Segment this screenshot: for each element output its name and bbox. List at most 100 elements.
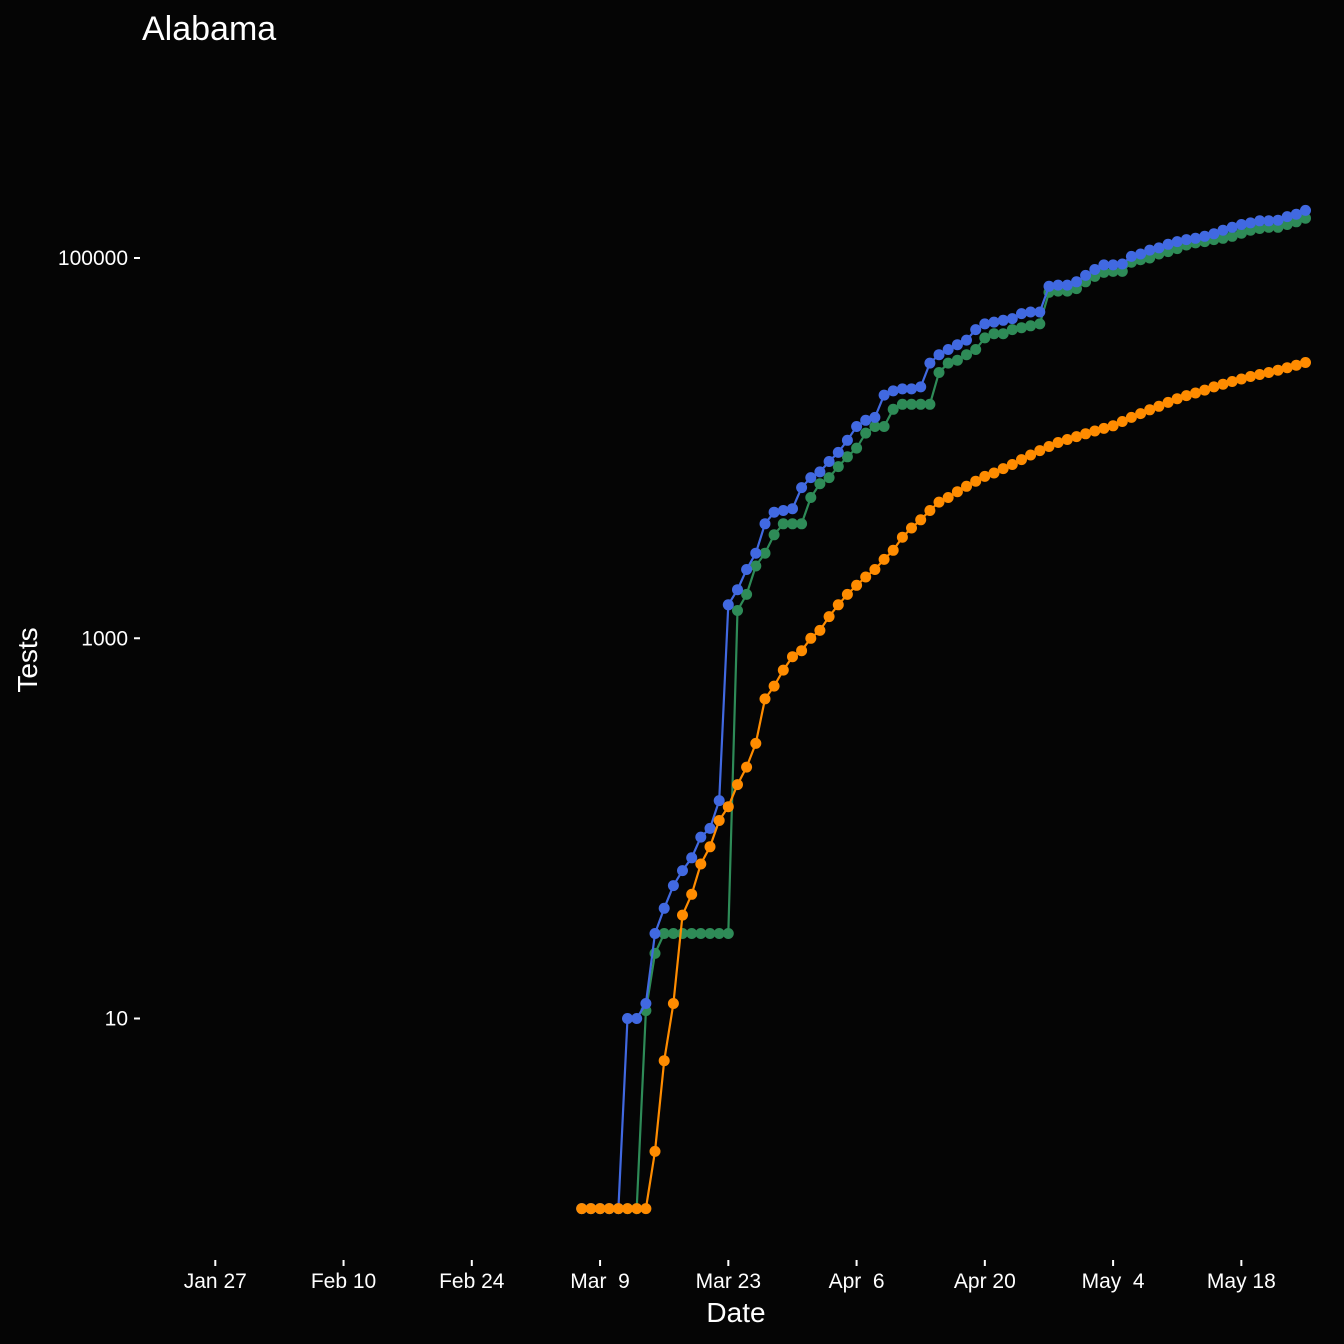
data-point bbox=[1089, 425, 1101, 437]
data-point bbox=[869, 411, 881, 423]
data-point bbox=[942, 492, 954, 503]
data-point bbox=[732, 779, 743, 791]
data-point bbox=[1226, 376, 1238, 387]
x-tick-label: Feb 10 bbox=[311, 1270, 376, 1293]
data-point bbox=[787, 518, 798, 530]
data-point bbox=[915, 398, 927, 410]
data-point bbox=[686, 852, 698, 864]
data-point bbox=[851, 421, 863, 432]
data-point bbox=[841, 451, 853, 463]
data-point bbox=[1006, 313, 1018, 325]
data-point bbox=[887, 544, 899, 556]
data-point bbox=[1125, 250, 1137, 262]
data-point bbox=[768, 529, 780, 541]
data-point bbox=[896, 531, 908, 543]
data-point bbox=[823, 472, 835, 484]
data-point bbox=[732, 605, 743, 616]
data-point bbox=[796, 645, 808, 657]
data-point bbox=[658, 902, 670, 914]
data-point bbox=[951, 486, 963, 498]
data-point bbox=[951, 354, 963, 366]
data-point bbox=[741, 564, 753, 575]
data-point bbox=[1025, 320, 1037, 332]
data-point bbox=[988, 316, 1000, 328]
data-point bbox=[979, 332, 991, 344]
data-point bbox=[1281, 362, 1293, 374]
data-point bbox=[1208, 381, 1220, 393]
x-axis-label: Date bbox=[706, 1297, 765, 1328]
data-point bbox=[970, 344, 982, 355]
data-point bbox=[814, 624, 826, 636]
data-point bbox=[1016, 308, 1027, 320]
data-point bbox=[979, 470, 991, 482]
data-point bbox=[961, 334, 972, 346]
data-point bbox=[915, 381, 927, 393]
data-point bbox=[997, 314, 1009, 326]
data-point bbox=[667, 880, 679, 892]
data-point bbox=[823, 611, 835, 623]
data-point bbox=[860, 414, 872, 426]
data-point bbox=[768, 680, 780, 692]
data-point bbox=[1208, 228, 1220, 240]
data-point bbox=[823, 456, 835, 467]
data-point bbox=[1052, 437, 1064, 448]
data-point bbox=[1235, 219, 1247, 230]
data-point bbox=[686, 928, 698, 939]
data-point bbox=[658, 1055, 670, 1067]
data-point bbox=[841, 434, 853, 446]
data-point bbox=[741, 761, 753, 773]
data-point bbox=[704, 841, 716, 853]
data-point bbox=[1226, 221, 1238, 233]
data-point bbox=[1016, 322, 1027, 334]
data-point bbox=[1254, 369, 1266, 380]
data-point bbox=[1080, 269, 1092, 281]
data-point bbox=[832, 599, 844, 611]
data-point bbox=[1107, 259, 1119, 271]
data-point bbox=[1144, 404, 1156, 416]
data-point bbox=[1043, 280, 1055, 292]
data-point bbox=[649, 1145, 661, 1157]
x-axis: Jan 27 Feb 10 Feb 24 Mar 9 Mar 23 Apr 6 Apr 20… bbox=[184, 1260, 1276, 1293]
data-point bbox=[942, 344, 954, 355]
data-point bbox=[805, 492, 817, 503]
data-point bbox=[906, 398, 917, 410]
data-point bbox=[851, 442, 863, 454]
data-point bbox=[796, 518, 808, 530]
data-point bbox=[1162, 238, 1174, 250]
data-point bbox=[851, 579, 863, 591]
y-tick-label: 100000 bbox=[58, 247, 128, 270]
data-point bbox=[1300, 212, 1311, 224]
data-point bbox=[915, 514, 927, 526]
y-tick-label: 10 bbox=[105, 1008, 128, 1031]
data-point bbox=[759, 547, 771, 559]
data-point bbox=[878, 553, 890, 565]
data-point bbox=[1080, 428, 1092, 440]
data-point bbox=[1125, 411, 1137, 423]
data-point bbox=[695, 831, 707, 843]
data-point bbox=[961, 349, 972, 361]
data-point bbox=[1116, 416, 1128, 427]
x-tick-label: Jan 27 bbox=[184, 1270, 247, 1293]
data-point bbox=[1061, 279, 1073, 291]
data-point bbox=[1235, 227, 1247, 239]
data-point bbox=[1281, 211, 1293, 223]
data-point bbox=[750, 560, 762, 572]
data-point bbox=[1217, 224, 1229, 236]
data-point bbox=[1290, 359, 1302, 371]
data-point bbox=[832, 461, 844, 473]
data-point bbox=[1034, 318, 1046, 330]
data-point bbox=[704, 822, 716, 834]
data-point bbox=[713, 795, 725, 807]
data-point bbox=[759, 518, 771, 530]
data-point bbox=[1052, 279, 1064, 291]
data-point bbox=[1180, 390, 1192, 402]
data-point bbox=[695, 928, 707, 939]
chart-title: Alabama bbox=[142, 10, 276, 48]
data-point bbox=[1199, 384, 1211, 396]
data-point bbox=[805, 472, 817, 484]
data-point bbox=[741, 588, 753, 600]
data-point bbox=[1071, 276, 1082, 288]
x-tick-label: Mar 23 bbox=[696, 1270, 761, 1293]
series-2 bbox=[576, 204, 1311, 1215]
